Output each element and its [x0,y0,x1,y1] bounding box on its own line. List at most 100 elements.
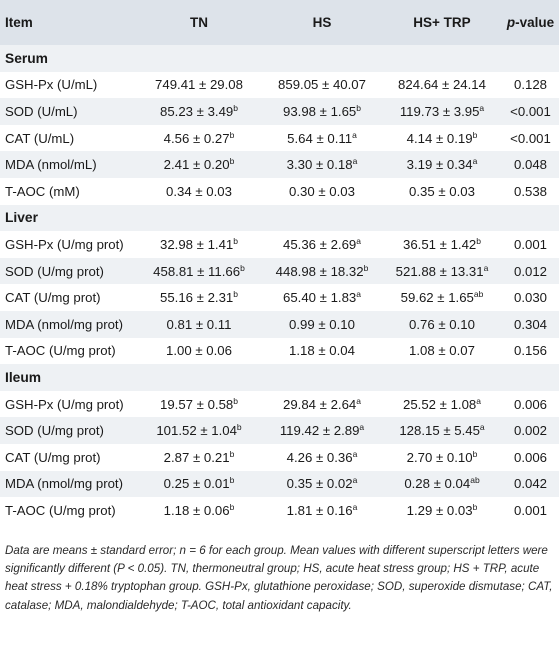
table-row: CAT (U/mg prot) 55.16 ± 2.31b 65.40 ± 1.83… [0,284,559,311]
significance-letter: a [472,156,478,167]
significance-letter: b [229,501,235,512]
table-row: T-AOC (U/mg prot) 1.00 ± 0.06 1.18 ± 0.04 1… [0,338,559,365]
cell-value: 0.28 ± 0.04 [404,476,471,492]
significance-letter: b [229,448,235,459]
cell-value: 59.62 ± 1.65 [400,290,474,306]
cell-hs: 29.84 ± 2.64a [262,391,382,418]
significance-letter: a [356,395,361,406]
cell-hs: 1.81 ± 0.16a [262,497,382,524]
cell-tn: 2.87 ± 0.21b [136,444,262,471]
cell-pvalue: 0.002 [513,423,547,439]
cell-value: 29.84 ± 2.64 [283,396,357,412]
significance-letter: b [229,156,235,167]
row-item: CAT (U/mg prot) [5,449,101,465]
cell-value: 1.81 ± 0.16 [286,502,353,518]
cell-tn: 4.56 ± 0.27b [136,125,262,152]
significance-letter: a [356,289,361,300]
significance-letter: a [352,129,357,140]
cell-tn: 55.16 ± 2.31b [136,284,262,311]
significance-letter: a [483,262,489,273]
cell-value: 25.52 ± 1.08 [403,396,477,412]
significance-letter: b [229,475,235,486]
cell-value: 45.36 ± 2.69 [283,236,357,252]
row-item: SOD (U/mg prot) [5,423,104,439]
cell-pvalue: 0.001 [513,502,547,518]
significance-letter: b [356,102,361,113]
header-item: Item [5,15,33,30]
cell-value: 4.56 ± 0.27 [163,130,230,146]
significance-letter: b [472,501,478,512]
cell-value: 824.64 ± 24.14 [398,77,486,93]
row-item: CAT (U/mg prot) [5,290,101,306]
cell-tn: 0.25 ± 0.01b [136,471,262,498]
significance-letter: b [363,262,369,273]
cell-value: 65.40 ± 1.83 [283,290,357,306]
cell-value: 2.87 ± 0.21 [163,449,230,465]
cell-hstrp: 1.29 ± 0.03b [382,497,502,524]
significance-letter: b [229,129,235,140]
cell-value: 448.98 ± 18.32 [275,263,364,279]
row-item: T-AOC (mM) [5,183,80,199]
cell-value: 119.73 ± 3.95 [399,103,480,119]
cell-hs: 3.30 ± 0.18a [262,151,382,178]
row-item: MDA (nmol/mL) [5,157,97,173]
significance-letter: ab [470,475,480,486]
row-item: SOD (U/mg prot) [5,263,104,279]
cell-hs: 1.18 ± 0.04 [262,338,382,365]
cell-hstrp: 0.28 ± 0.04ab [382,471,502,498]
cell-value: 36.51 ± 1.42 [403,236,477,252]
significance-letter: b [233,102,238,113]
table-row: SOD (U/mg prot) 458.81 ± 11.66b 448.98 ± 1… [0,257,559,285]
significance-letter: a [352,475,358,486]
cell-value: 521.88 ± 13.31 [395,263,484,279]
row-item: SOD (U/mL) [5,103,78,119]
cell-pvalue: 0.006 [513,396,547,412]
cell-value: 4.14 ± 0.19 [406,130,473,146]
table-row: T-AOC (mM) 0.34 ± 0.03 0.30 ± 0.03 0.35 ± 0… [0,178,559,205]
cell-value: 0.76 ± 0.10 [409,316,475,332]
significance-letter: b [240,262,245,273]
cell-value: 1.00 ± 0.06 [166,343,232,359]
cell-hstrp: 3.19 ± 0.34a [382,151,502,178]
cell-hstrp: 824.64 ± 24.14 [382,72,502,99]
cell-hs: 93.98 ± 1.65b [262,98,382,125]
cell-hstrp: 0.35 ± 0.03 [382,178,502,205]
header-pvalue: p-value [502,0,559,45]
table-row: MDA (nmol/mL) 2.41 ± 0.20b 3.30 ± 0.18a 3.1… [0,151,559,178]
section-row: Serum [0,45,559,72]
cell-value: 32.98 ± 1.41 [160,236,234,252]
cell-value: 0.34 ± 0.03 [166,183,232,199]
table-row: SOD (U/mg prot) 101.52 ± 1.04b 119.42 ± 2.… [0,417,559,444]
cell-value: 5.64 ± 0.11 [287,130,353,146]
section-title: Serum [5,50,48,66]
cell-hs: 0.30 ± 0.03 [262,178,382,205]
section-row: Liver [0,204,559,232]
table-row: GSH-Px (U/mg prot) 19.57 ± 0.58b 29.84 ± 2… [0,391,559,418]
header-p-italic: p [506,15,516,30]
significance-letter: b [236,422,242,433]
row-item: MDA (nmol/mg prot) [5,476,123,492]
table-footnote: Data are means ± standard error; n = 6 f… [5,544,553,612]
cell-value: 93.98 ± 1.65 [283,103,357,119]
table-row: MDA (nmol/mg prot) 0.25 ± 0.01b 0.35 ± 0.0… [0,470,559,498]
significance-letter: b [233,395,238,406]
cell-hs: 448.98 ± 18.32b [262,258,382,285]
header-hstrp: HS+ TRP [413,15,471,30]
row-item: T-AOC (U/mg prot) [5,502,116,518]
cell-pvalue: 0.030 [513,290,547,306]
cell-value: 119.42 ± 2.89 [279,423,360,439]
header-row: Item TN HS HS+ TRP p-value [0,0,559,45]
cell-hs: 65.40 ± 1.83a [262,284,382,311]
cell-value: 2.41 ± 0.20 [163,157,230,173]
cell-hstrp: 119.73 ± 3.95a [382,98,502,125]
table-row: T-AOC (U/mg prot) 1.18 ± 0.06b 1.81 ± 0.16… [0,497,559,524]
section-title: Liver [5,210,38,226]
cell-tn: 19.57 ± 0.58b [136,391,262,418]
significance-letter: a [479,102,485,113]
row-item: GSH-Px (U/mL) [5,77,98,93]
cell-value: 19.57 ± 0.58 [160,396,234,412]
cell-pvalue: 0.048 [513,157,547,173]
cell-pvalue: 0.538 [513,183,547,199]
significance-letter: a [352,156,358,167]
significance-letter: a [359,422,365,433]
